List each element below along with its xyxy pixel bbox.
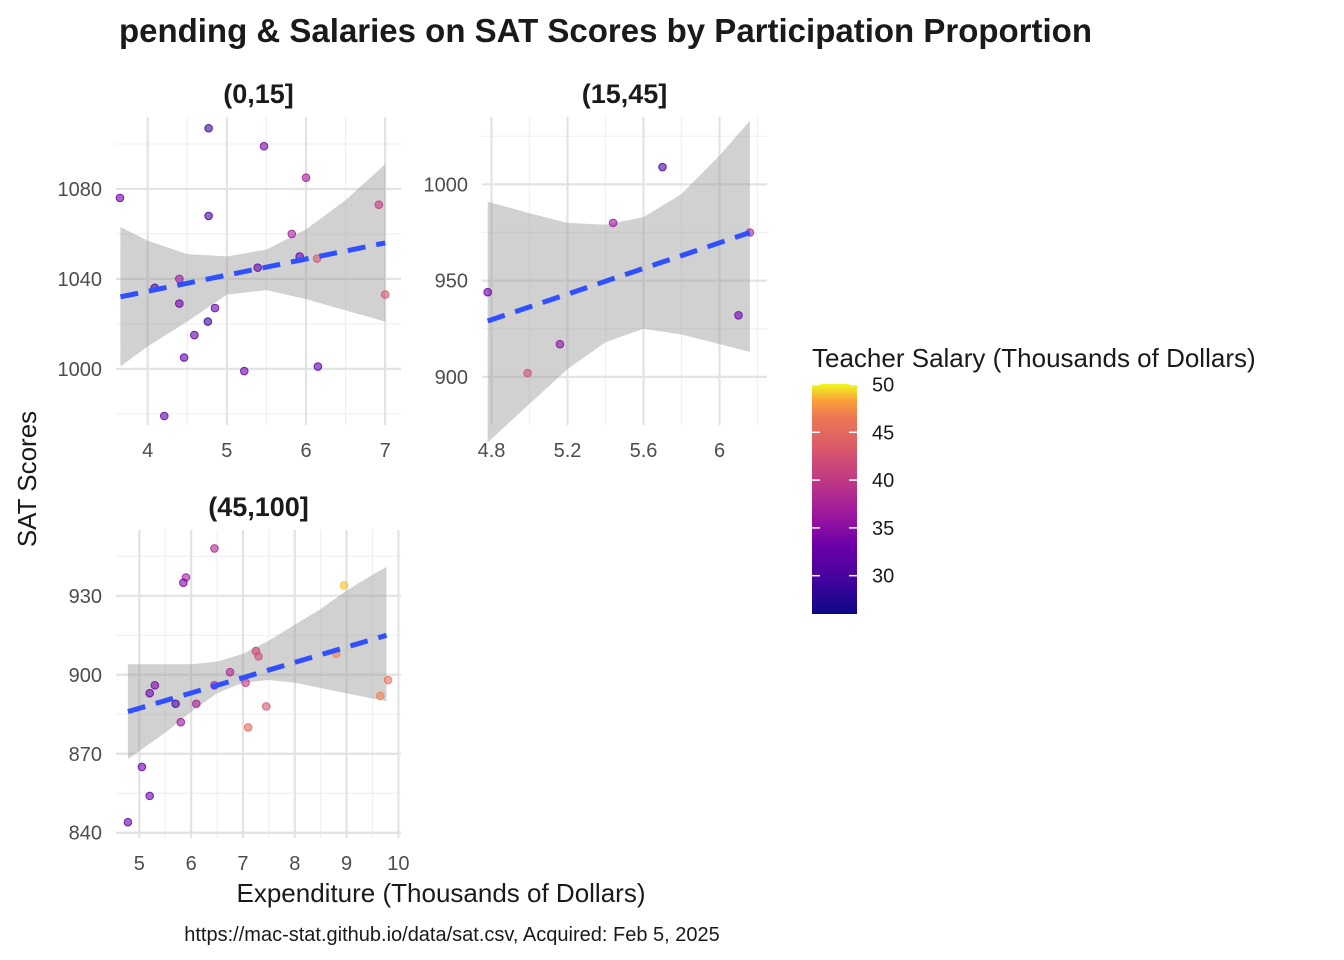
data-point bbox=[608, 218, 618, 228]
color-legend: Teacher Salary (Thousands of Dollars) 30… bbox=[812, 343, 1256, 614]
legend-tick-label: 35 bbox=[872, 518, 894, 540]
x-tick-label: 6 bbox=[714, 440, 725, 462]
legend-tick-label: 45 bbox=[872, 422, 894, 444]
regression-line bbox=[127, 632, 388, 715]
x-tick-label: 5 bbox=[221, 440, 232, 462]
x-tick-label: 5.2 bbox=[554, 440, 582, 462]
data-point bbox=[555, 339, 565, 349]
data-point bbox=[374, 200, 384, 209]
facet-panel: (45,100] 5 6 7 8 9 10 840 870 900 930 bbox=[69, 492, 410, 875]
data-point bbox=[175, 274, 184, 284]
data-point bbox=[734, 310, 743, 320]
legend-title: Teacher Salary (Thousands of Dollars) bbox=[812, 343, 1256, 373]
y-tick-label: 900 bbox=[69, 665, 102, 687]
confidence-band bbox=[120, 164, 386, 367]
facet-label: (0,15] bbox=[223, 79, 294, 109]
data-point bbox=[287, 229, 297, 239]
x-axis-label: Expenditure (Thousands of Dollars) bbox=[237, 878, 646, 908]
data-point bbox=[523, 368, 532, 378]
legend-colorbar bbox=[812, 384, 857, 614]
data-point bbox=[339, 580, 349, 590]
data-point bbox=[312, 254, 322, 263]
y-tick-label: 1040 bbox=[58, 269, 103, 291]
confidence-band bbox=[127, 566, 387, 760]
data-point bbox=[175, 299, 184, 308]
legend-tick-label: 50 bbox=[872, 374, 894, 396]
data-point bbox=[225, 667, 235, 677]
y-axis-label: SAT Scores bbox=[12, 411, 42, 547]
data-point bbox=[204, 123, 213, 133]
chart-caption: https://mac-stat.github.io/data/sat.csv,… bbox=[184, 924, 719, 946]
confidence-band bbox=[487, 120, 750, 443]
y-tick-label: 840 bbox=[69, 823, 102, 845]
data-point bbox=[204, 211, 213, 221]
y-tick-label: 1000 bbox=[58, 359, 103, 381]
data-point bbox=[254, 652, 263, 661]
data-point bbox=[375, 691, 385, 701]
regression-line bbox=[486, 230, 751, 324]
data-point bbox=[380, 290, 390, 299]
data-point bbox=[171, 699, 180, 709]
x-tick-label: 8 bbox=[289, 853, 300, 875]
data-point bbox=[203, 317, 213, 326]
data-point bbox=[301, 173, 311, 183]
data-point bbox=[115, 193, 125, 203]
x-tick-label: 6 bbox=[300, 440, 311, 462]
data-point bbox=[179, 353, 189, 362]
facet-panel: (15,45] 4.8 5.2 5.6 6 900 950 1000 bbox=[424, 79, 767, 462]
data-point bbox=[190, 330, 199, 340]
regression-line bbox=[119, 240, 386, 300]
data-point bbox=[210, 303, 220, 313]
x-tick-label: 7 bbox=[380, 440, 391, 462]
data-point bbox=[261, 702, 271, 711]
facet-panels: (0,15] 4 5 6 7 1000 1040 1080 (15,45] 4.8 5.2 5.6 6 9… bbox=[58, 79, 767, 875]
x-tick-label: 9 bbox=[341, 853, 352, 875]
y-tick-label: 870 bbox=[69, 744, 102, 766]
data-point bbox=[192, 699, 201, 709]
data-point bbox=[259, 141, 269, 151]
facet-label: (45,100] bbox=[208, 492, 309, 522]
x-tick-label: 4 bbox=[142, 440, 153, 462]
data-point bbox=[253, 263, 263, 272]
data-point bbox=[150, 681, 160, 690]
data-point bbox=[179, 578, 188, 587]
facet-panel: (0,15] 4 5 6 7 1000 1040 1080 bbox=[58, 79, 401, 462]
x-tick-label: 5.6 bbox=[630, 440, 658, 462]
data-point bbox=[159, 411, 169, 421]
y-tick-label: 900 bbox=[435, 367, 468, 389]
x-tick-label: 4.8 bbox=[478, 440, 506, 462]
data-point bbox=[658, 162, 667, 172]
data-point bbox=[176, 717, 186, 727]
legend-tick-label: 30 bbox=[872, 566, 894, 588]
y-tick-label: 950 bbox=[435, 271, 468, 293]
chart-title: pending & Salaries on SAT Scores by Part… bbox=[119, 12, 1092, 49]
data-point bbox=[123, 817, 133, 827]
y-tick-label: 930 bbox=[69, 586, 102, 608]
data-point bbox=[145, 688, 154, 698]
data-point bbox=[239, 366, 249, 376]
data-point bbox=[383, 675, 393, 685]
data-point bbox=[243, 723, 253, 732]
x-tick-label: 5 bbox=[134, 853, 145, 875]
data-point bbox=[483, 287, 493, 297]
y-tick-label: 1080 bbox=[58, 179, 103, 201]
x-tick-label: 7 bbox=[237, 853, 248, 875]
x-tick-label: 10 bbox=[387, 853, 409, 875]
data-point bbox=[137, 762, 147, 772]
data-point bbox=[210, 544, 219, 553]
data-point bbox=[145, 791, 154, 801]
legend-tick-label: 40 bbox=[872, 470, 894, 492]
x-tick-label: 6 bbox=[186, 853, 197, 875]
data-point bbox=[313, 362, 323, 371]
facet-label: (15,45] bbox=[582, 79, 668, 109]
y-tick-label: 1000 bbox=[424, 174, 469, 196]
legend-ticks: 30 35 40 45 50 bbox=[812, 374, 894, 588]
